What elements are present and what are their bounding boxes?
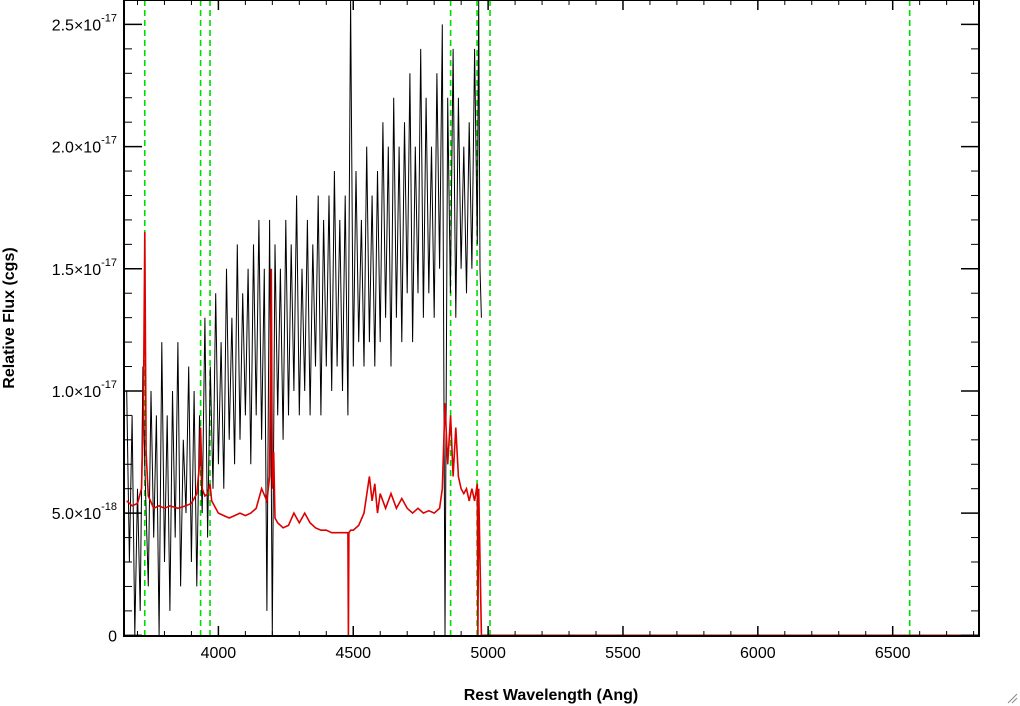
y-tick-label: 0	[108, 628, 117, 645]
series-line-1	[126, 232, 979, 637]
x-tick-label: 4500	[335, 645, 371, 662]
series-layer	[126, 0, 979, 637]
x-tick-label: 6000	[740, 645, 776, 662]
y-axis-title: Relative Flux (cgs)	[1, 247, 18, 388]
y-tick-labels: 0 5.0×10-18 1.0×10-17 1.5×10-17 2.0×10-17 2.5…	[52, 12, 117, 645]
y-tick-label: 2.5×10-17	[52, 12, 117, 34]
axis-ticks	[124, 0, 979, 637]
y-tick-label: 1.0×10-17	[52, 379, 117, 401]
x-tick-label: 5000	[470, 645, 506, 662]
plot-frame	[123, 0, 980, 637]
x-tick-labels: 4000 4500 5000 5500 6000 6500	[201, 645, 911, 662]
y-tick-label: 2.0×10-17	[52, 135, 117, 157]
x-tick-label: 5500	[605, 645, 641, 662]
x-tick-label: 6500	[875, 645, 911, 662]
y-tick-label: 1.5×10-17	[52, 257, 117, 279]
series-line-0	[126, 0, 482, 636]
x-axis-title: Rest Wavelength (Ang)	[464, 687, 639, 704]
y-tick-label: 5.0×10-18	[52, 501, 117, 523]
emission-line-markers	[143, 0, 911, 636]
resize-grip-icon[interactable]	[1006, 692, 1018, 704]
x-tick-label: 4000	[201, 645, 237, 662]
